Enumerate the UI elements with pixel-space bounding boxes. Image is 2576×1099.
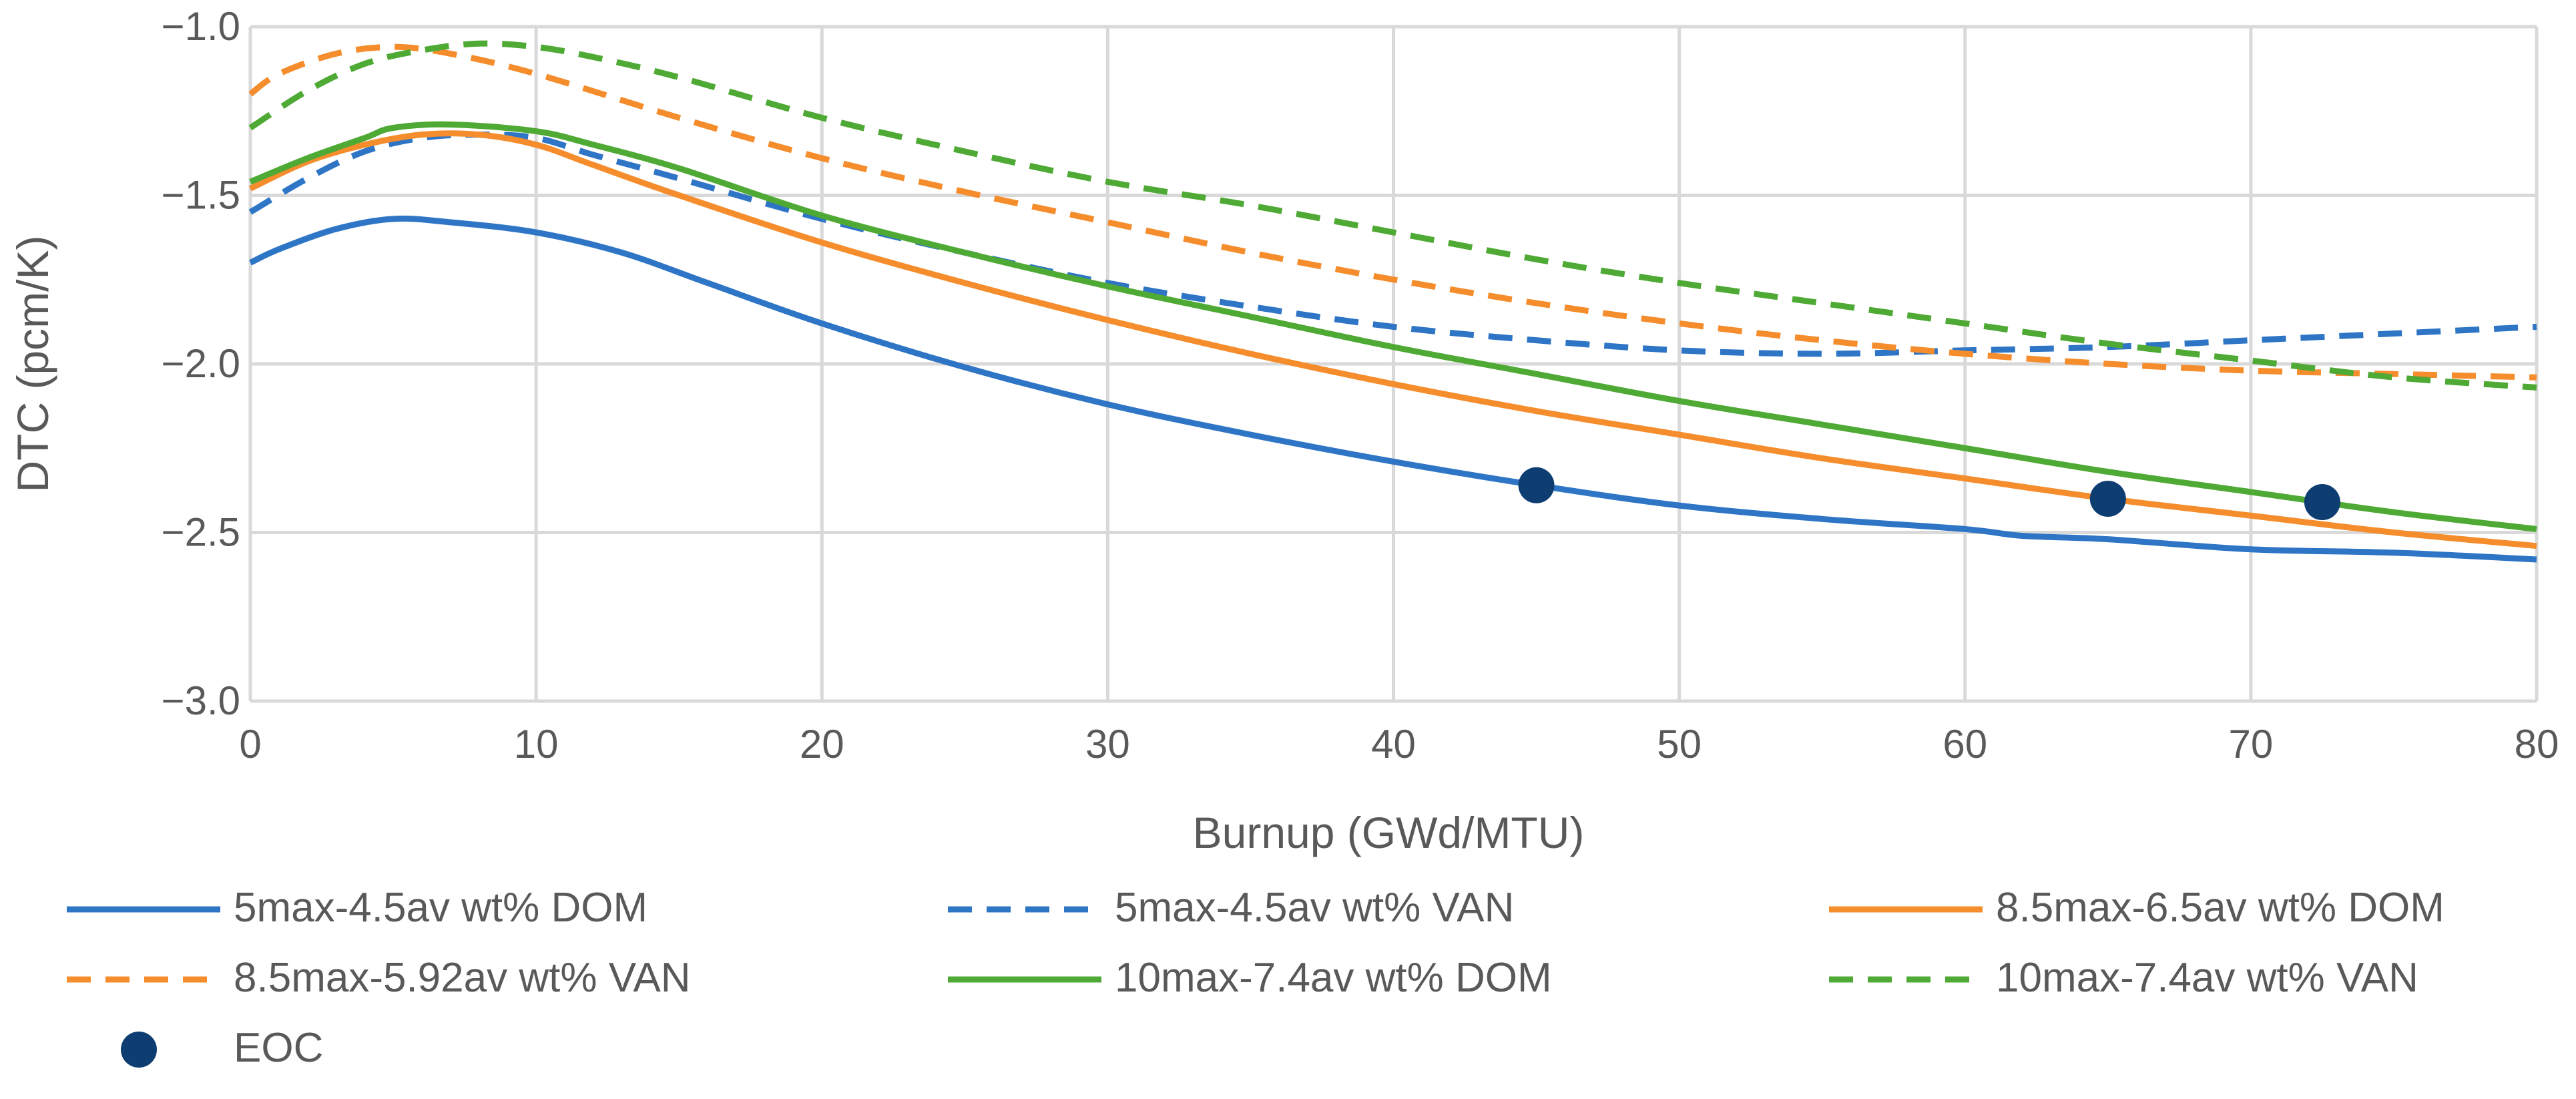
series-line-5 <box>249 121 2537 532</box>
marker-layer <box>1518 467 2340 521</box>
y-tick-label: −2.0 <box>162 341 240 386</box>
legend-swatch-eoc <box>121 1032 157 1068</box>
y-axis-title: DTC (pcm/K) <box>8 236 57 493</box>
y-tick-label: −1.5 <box>162 173 240 218</box>
x-tick-label: 70 <box>2229 722 2274 766</box>
x-axis-title: Burnup (GWd/MTU) <box>1193 808 1585 857</box>
legend-label-3: 8.5max-6.5av wt% DOM <box>1996 885 2444 931</box>
y-tick-label: −1.0 <box>162 4 240 49</box>
series-line-1 <box>249 215 2537 563</box>
legend-label-2: 5max-4.5av wt% VAN <box>1115 885 1514 931</box>
eoc-marker-1 <box>1518 467 1555 503</box>
eoc-marker-2 <box>2089 481 2126 517</box>
x-tick-label: 20 <box>800 722 844 766</box>
x-tick-label: 80 <box>2515 722 2559 766</box>
legend-label-6: 10max-7.4av wt% VAN <box>1996 955 2418 1001</box>
y-tick-labels: −1.0 −1.5 −2.0 −2.5 −3.0 <box>162 4 240 723</box>
eoc-marker-3 <box>2304 484 2340 521</box>
legend-label-5: 10max-7.4av wt% DOM <box>1115 955 1552 1001</box>
x-tick-label: 60 <box>1943 722 1987 766</box>
grid <box>248 25 2539 703</box>
legend-label-1: 5max-4.5av wt% DOM <box>234 885 648 931</box>
y-tick-label: −3.0 <box>162 678 240 723</box>
x-tick-label: 50 <box>1657 722 1702 766</box>
y-tick-label: −2.5 <box>162 510 240 555</box>
legend: 5max-4.5av wt% DOM 5max-4.5av wt% VAN 8.5m… <box>67 885 2444 1071</box>
x-tick-labels: 0 10 20 30 40 50 60 70 80 <box>239 722 2559 766</box>
series-line-6 <box>248 40 2537 391</box>
legend-label-eoc: EOC <box>234 1025 323 1071</box>
legend-label-4: 8.5max-5.92av wt% VAN <box>234 955 691 1001</box>
x-tick-label: 40 <box>1371 722 1416 766</box>
x-tick-label: 30 <box>1085 722 1130 766</box>
x-tick-label: 10 <box>514 722 559 766</box>
series-line-4 <box>248 43 2537 381</box>
x-tick-label: 0 <box>239 722 261 766</box>
series-line-2 <box>248 132 2537 357</box>
